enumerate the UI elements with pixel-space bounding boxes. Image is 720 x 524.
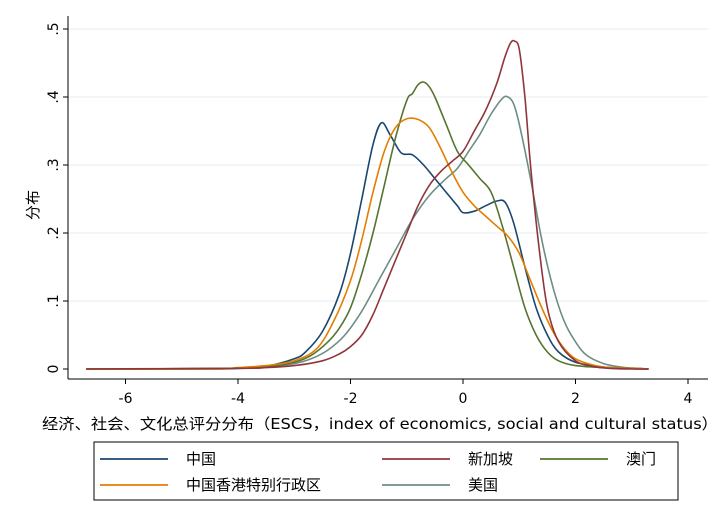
legend-label: 中国	[186, 450, 216, 468]
y-tick-label: .2	[46, 226, 62, 239]
y-ticks: 0 .1 .2 .3 .4 .5	[46, 22, 68, 373]
x-tick-label: -6	[119, 391, 133, 407]
y-tick-label: .1	[46, 294, 62, 307]
axes	[67, 16, 708, 380]
y-tick-label: .4	[46, 90, 62, 103]
x-tick-label: 0	[459, 391, 468, 407]
gridlines	[68, 28, 708, 302]
legend-label: 美国	[468, 476, 498, 494]
legend-box	[93, 441, 679, 501]
legend-label: 澳门	[626, 450, 656, 468]
y-tick-label: .3	[46, 158, 62, 171]
series-line	[86, 117, 649, 370]
series-line	[86, 95, 649, 370]
y-axis-title: 分布	[24, 190, 42, 220]
legend-label: 中国香港特别行政区	[186, 476, 321, 494]
x-tick-label: 2	[571, 391, 580, 407]
x-tick-label: 4	[684, 391, 693, 407]
series-lines	[86, 39, 649, 370]
series-line	[86, 39, 649, 370]
series-line	[86, 81, 649, 370]
y-tick-label: 0	[46, 365, 62, 374]
series-line	[86, 121, 649, 370]
y-tick-label: .5	[46, 22, 62, 35]
x-axis-title: 经济、社会、文化总评分分布（ESCS，index of economics, s…	[42, 415, 718, 433]
legend-label: 新加坡	[468, 450, 513, 468]
x-tick-label: -4	[231, 391, 245, 407]
x-tick-label: -2	[344, 391, 358, 407]
x-ticks: -6 -4 -2 0 2 4	[119, 379, 693, 407]
